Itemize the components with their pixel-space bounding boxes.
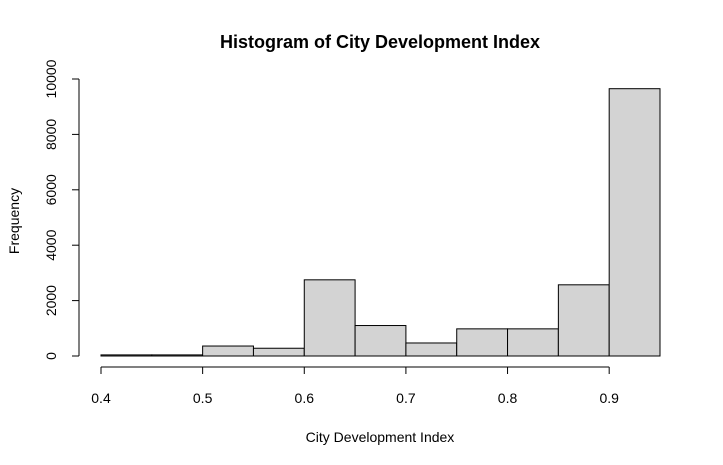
x-tick-label-1: 0.5 [193,390,213,406]
x-tick-label-2: 0.6 [295,390,315,406]
histogram-bar-9 [557,284,610,357]
bars-layer [100,88,661,357]
histogram-bar-8 [507,328,559,357]
y-tick-label-5: 10000 [43,59,59,98]
y-tick-label-1: 2000 [43,285,59,316]
chart-title: Histogram of City Development Index [220,32,540,52]
histogram-bar-2 [202,345,254,357]
histogram-bar-5 [354,325,407,357]
y-tick-label-0: 0 [43,352,59,360]
histogram-bar-1 [151,354,204,357]
x-axis: 0.4 0.5 0.6 0.7 0.8 0.9 [91,366,619,406]
histogram-bar-0 [100,354,153,357]
y-tick-label-3: 6000 [43,174,59,205]
y-tick-label-4: 8000 [43,119,59,150]
x-tick-label-0: 0.4 [91,390,111,406]
y-axis-label: Frequency [6,188,22,254]
histogram-bar-3 [252,347,305,357]
y-tick-label-2: 4000 [43,229,59,260]
histogram-bar-4 [303,279,356,357]
x-axis-label: City Development Index [306,429,455,445]
x-tick-label-4: 0.8 [498,390,518,406]
x-tick-label-3: 0.7 [396,390,416,406]
histogram-bar-10 [608,88,661,357]
y-axis: 0 2000 4000 6000 8000 10000 [43,59,80,360]
histogram-bar-7 [456,328,509,357]
x-tick-label-5: 0.9 [599,390,619,406]
histogram-bar-6 [405,342,458,357]
